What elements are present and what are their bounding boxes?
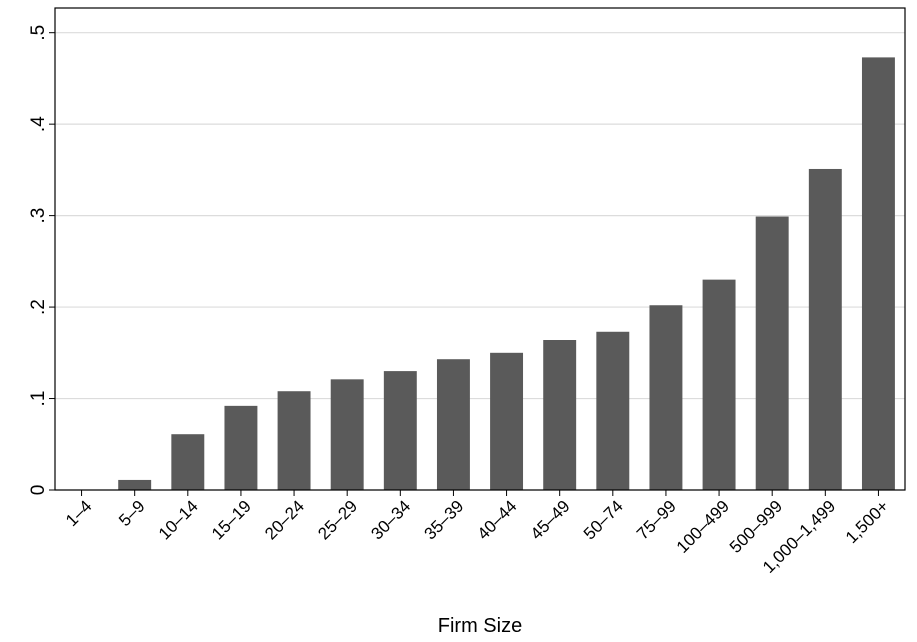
bar (649, 305, 683, 490)
x-tick-label: 1,500+ (842, 497, 893, 548)
x-tick-label: 30–34 (367, 497, 414, 544)
bar (702, 279, 736, 490)
x-tick-label: 40–44 (474, 497, 521, 544)
y-tick-label: .4 (28, 116, 49, 132)
x-tick-label: 15–19 (208, 497, 255, 544)
bar (436, 359, 470, 490)
x-axis-title: Firm Size (438, 615, 522, 637)
x-tick-label: 100–499 (673, 497, 733, 557)
x-tick-label: 5–9 (115, 497, 148, 530)
x-tick-label: 25–29 (314, 497, 361, 544)
bar (383, 371, 417, 490)
bar (808, 168, 842, 490)
x-tick-label: 1–4 (62, 497, 95, 530)
x-tick-label: 20–24 (261, 497, 308, 544)
x-tick-label: 50–74 (580, 497, 627, 544)
y-tick-label: .5 (28, 25, 49, 41)
bar (596, 331, 630, 490)
x-tick-label: 75–99 (633, 497, 680, 544)
bar (861, 57, 895, 490)
y-tick-label: .3 (28, 208, 49, 224)
y-tick-label: 0 (28, 485, 49, 496)
x-tick-label: 10–14 (155, 497, 202, 544)
bar (224, 405, 258, 490)
bar (543, 340, 577, 490)
plot-frame (54, 7, 906, 491)
bar (171, 434, 205, 490)
x-tick-label: 45–49 (527, 497, 574, 544)
x-tick-label: 35–39 (421, 497, 468, 544)
bar (277, 391, 311, 490)
bar (490, 352, 524, 490)
y-tick-label: .1 (28, 391, 49, 407)
bar (755, 216, 789, 490)
bar (118, 479, 152, 490)
y-tick-label: .2 (28, 299, 49, 315)
bar (330, 379, 364, 490)
